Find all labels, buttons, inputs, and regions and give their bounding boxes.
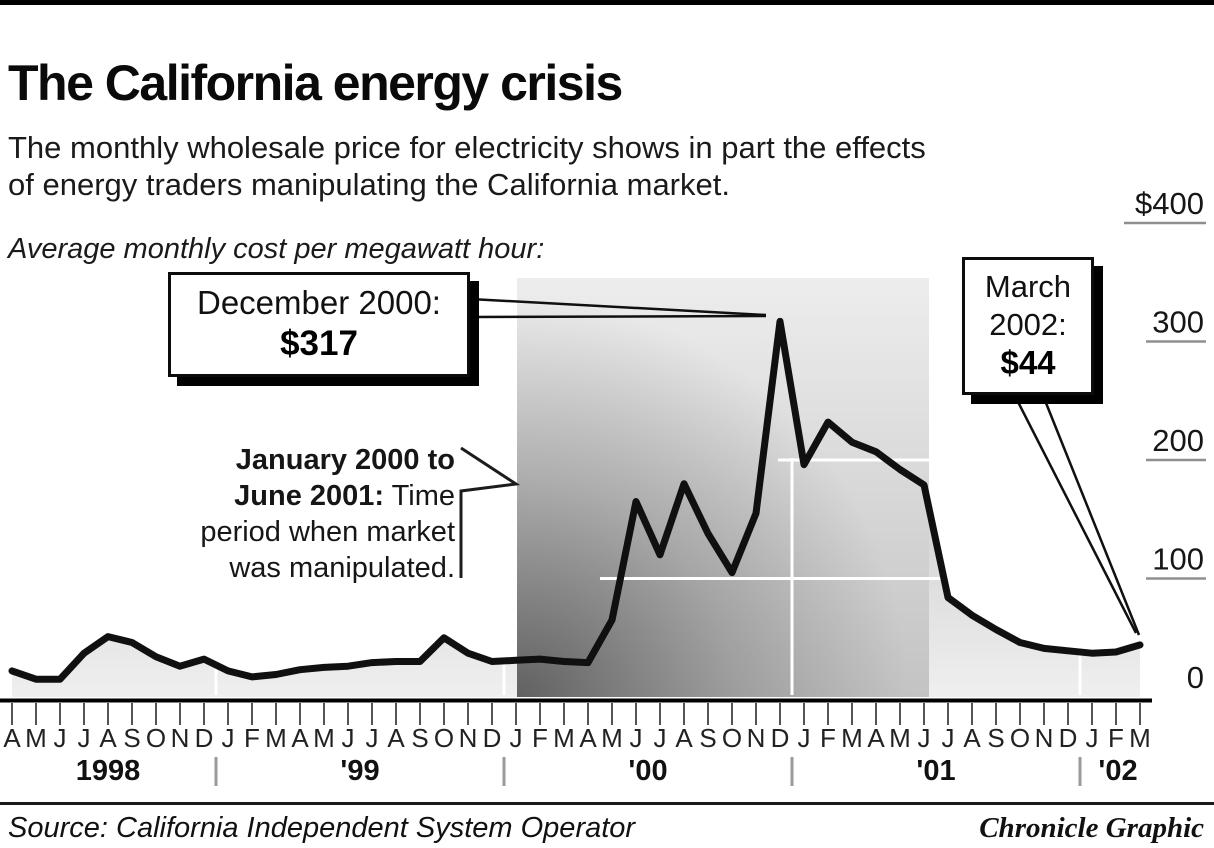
svg-text:N: N (459, 723, 478, 753)
svg-text:S: S (411, 723, 428, 753)
svg-text:100: 100 (1152, 542, 1204, 577)
callout-march-2002-label: March 2002: (984, 269, 1072, 342)
year-divider-ticks (214, 757, 1082, 786)
svg-text:M: M (889, 723, 911, 753)
callout-december-2000-value: $317 (280, 324, 358, 363)
svg-text:300: 300 (1152, 305, 1204, 340)
svg-text:A: A (291, 723, 309, 753)
callout-march-2002-value: $44 (1000, 344, 1056, 381)
svg-text:A: A (3, 723, 21, 753)
manipulation-period-band-shading (517, 278, 929, 697)
svg-text:J: J (222, 723, 235, 753)
svg-text:M: M (1129, 723, 1151, 753)
manipulation-period-note-bold: January 2000 to June 2001: (234, 444, 455, 512)
svg-text:M: M (841, 723, 863, 753)
svg-text:N: N (747, 723, 766, 753)
svg-text:M: M (265, 723, 287, 753)
svg-text:J: J (342, 723, 355, 753)
y-axis-description: Average monthly cost per megawatt hour: (8, 233, 545, 265)
manipulation-period-note-rest: Time period when market was manipulated. (200, 480, 455, 584)
svg-text:S: S (987, 723, 1004, 753)
svg-text:J: J (366, 723, 379, 753)
svg-text:F: F (1108, 723, 1124, 753)
white-gridlines (214, 458, 1141, 695)
svg-text:A: A (387, 723, 405, 753)
callout-march-2002: March 2002: $44 (962, 257, 1094, 395)
svg-text:D: D (771, 723, 790, 753)
svg-text:M: M (313, 723, 335, 753)
month-tick-marks (11, 703, 1141, 725)
svg-text:J: J (654, 723, 667, 753)
svg-text:'00: '00 (628, 755, 667, 787)
callout-pointer-lines (469, 297, 1141, 636)
svg-text:A: A (579, 723, 597, 753)
chronicle-graphic-credit: Chronicle Graphic (979, 812, 1204, 844)
svg-text:M: M (553, 723, 575, 753)
y-axis-labels: $400 300 200 100 0 (1124, 186, 1206, 695)
svg-text:S: S (123, 723, 140, 753)
price-line (8, 317, 1144, 683)
svg-text:F: F (532, 723, 548, 753)
svg-text:J: J (630, 723, 643, 753)
svg-text:O: O (1010, 723, 1030, 753)
svg-text:J: J (798, 723, 811, 753)
svg-text:200: 200 (1152, 423, 1204, 458)
svg-text:0: 0 (1187, 660, 1204, 695)
svg-text:J: J (942, 723, 955, 753)
top-rule-bar (0, 0, 1214, 5)
chart-subtitle: The monthly wholesale price for electric… (8, 130, 926, 202)
svg-text:O: O (146, 723, 166, 753)
svg-text:M: M (601, 723, 623, 753)
callout-december-2000-label: December 2000: (197, 284, 441, 321)
svg-text:O: O (722, 723, 742, 753)
svg-text:N: N (171, 723, 190, 753)
svg-text:F: F (820, 723, 836, 753)
svg-text:J: J (918, 723, 931, 753)
callout-december-2000: December 2000: $317 (168, 272, 470, 377)
svg-text:J: J (510, 723, 523, 753)
svg-text:D: D (195, 723, 214, 753)
svg-text:O: O (434, 723, 454, 753)
svg-text:'99: '99 (340, 755, 379, 787)
svg-text:S: S (699, 723, 716, 753)
manipulation-period-note: January 2000 to June 2001: Time period w… (135, 442, 455, 586)
x-axis-year-labels: 1998 '99 '00 '01 '02 (76, 755, 1138, 787)
svg-text:D: D (483, 723, 502, 753)
svg-text:J: J (78, 723, 91, 753)
manipulation-note-bracket (459, 446, 521, 578)
svg-text:J: J (1086, 723, 1099, 753)
svg-text:M: M (25, 723, 47, 753)
svg-text:A: A (867, 723, 885, 753)
svg-text:$400: $400 (1135, 186, 1204, 221)
svg-text:1998: 1998 (76, 755, 141, 787)
svg-text:'01: '01 (916, 755, 955, 787)
svg-text:'02: '02 (1098, 755, 1137, 787)
footer-rule (0, 802, 1214, 805)
svg-text:A: A (99, 723, 117, 753)
source-credit: Source: California Independent System Op… (8, 812, 636, 844)
svg-text:J: J (54, 723, 67, 753)
svg-text:A: A (675, 723, 693, 753)
svg-text:N: N (1035, 723, 1054, 753)
page-title: The California energy crisis (8, 54, 623, 111)
svg-text:F: F (244, 723, 260, 753)
svg-text:D: D (1059, 723, 1078, 753)
svg-text:A: A (963, 723, 981, 753)
